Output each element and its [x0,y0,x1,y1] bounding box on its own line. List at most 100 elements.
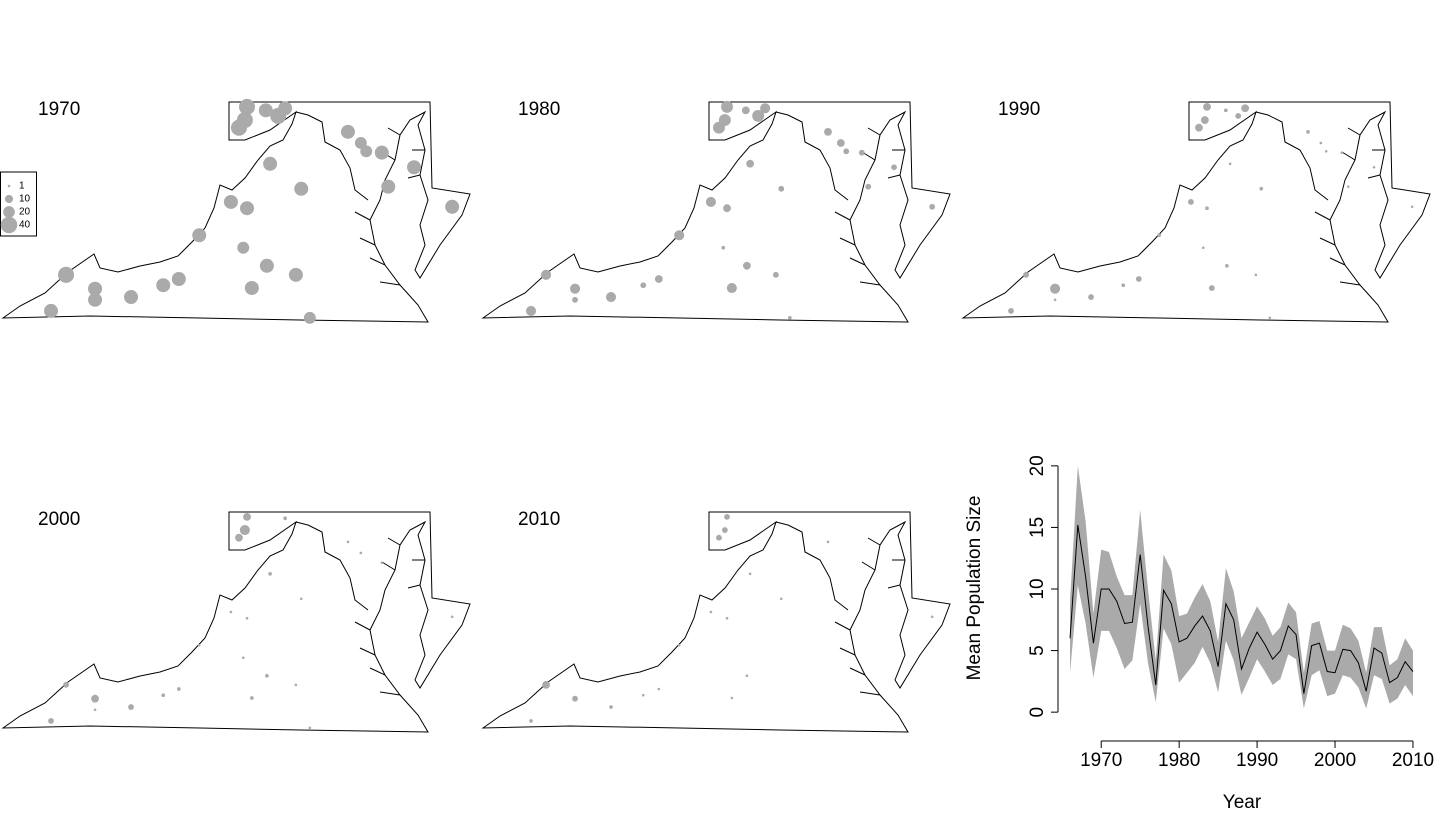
site-bubble [239,98,256,115]
site-bubble [572,296,578,303]
site-bubble [171,271,186,286]
site-bubble [542,680,550,689]
x-tick-label: 1970 [1080,750,1122,771]
site-bubble [259,258,274,273]
site-bubble [294,181,309,196]
site-bubble [826,540,830,544]
site-bubble [235,533,243,542]
site-bubble [303,311,316,324]
site-bubble [381,179,396,194]
legend-symbol [4,194,14,204]
site-bubble [772,271,779,278]
site-bubble [824,127,832,136]
site-bubble [1340,151,1344,154]
site-bubble [197,643,201,647]
site-bubble [1259,186,1264,191]
map-panel: 2000 [2,509,471,733]
map-panel: 1980 [482,99,951,323]
x-tick-label: 1980 [1158,750,1200,771]
site-bubble [58,266,75,283]
site-bubble [374,145,389,160]
site-bubble [1053,298,1057,302]
mean-line [1069,524,1414,694]
site-bubble [156,278,171,293]
site-bubble [450,615,454,619]
site-bubble [1203,102,1211,111]
site-bubble [380,561,384,564]
site-bubble [723,204,731,213]
site-bubble [243,512,251,521]
site-bubble [778,185,785,192]
map-outline [2,511,471,733]
panel-title: 2000 [38,509,80,530]
site-bubble [745,674,749,678]
panel-title: 1970 [38,99,80,120]
site-bubble [346,540,350,544]
site-bubble [294,683,298,687]
site-bubble [407,160,422,175]
map-outline [962,101,1431,323]
map-panel: 2010 [482,509,951,733]
site-bubble [161,693,166,698]
x-tick-label: 2000 [1314,750,1356,771]
panel-title: 2010 [518,509,560,530]
site-bubble [258,103,273,118]
site-bubble [360,145,373,158]
site-bubble [674,230,685,241]
panel-title: 1990 [998,99,1040,120]
site-bubble [241,656,245,660]
y-tick-label: 15 [1027,517,1048,538]
site-bubble [124,290,139,305]
site-bubble [657,687,661,691]
legend-symbol [0,216,18,234]
x-tick-label: 1990 [1236,750,1278,771]
x-axis-label: Year [1223,792,1262,813]
site-bubble [288,267,303,282]
site-bubble [742,261,751,270]
legend-symbol [7,184,11,188]
site-bubble [244,281,259,296]
site-bubble [299,597,303,601]
site-bubble [788,316,792,320]
site-bubble [741,106,750,115]
site-bubble [716,534,722,541]
site-bubble [641,693,645,697]
site-bubble [44,303,59,318]
site-bubble [1235,112,1242,119]
site-bubble [746,159,755,168]
site-bubble [1135,276,1142,282]
legend-box [0,171,37,237]
site-bubble [709,610,713,614]
site-bubble [721,527,728,533]
map-outline [482,101,951,323]
site-bubble [930,615,934,619]
site-bubble [748,572,752,576]
site-bubble [283,516,287,521]
y-tick-label: 0 [1027,707,1048,718]
site-bubble [858,149,865,156]
legend-label: 1 [19,181,25,192]
site-bubble [128,704,134,710]
site-bubble [752,109,765,122]
y-tick-label: 5 [1027,645,1048,656]
site-bubble [250,696,254,700]
site-bubble [724,513,730,520]
site-bubble [192,228,207,243]
site-bubble [278,101,293,116]
site-bubble [1254,273,1258,277]
site-bubble [541,269,552,280]
site-bubble [63,681,69,688]
site-bubble [1157,233,1162,238]
site-bubble [779,597,783,601]
site-bubble [1208,285,1215,291]
site-bubble [640,282,647,289]
site-bubble [223,194,238,209]
site-bubble [1188,199,1194,205]
site-bubble [359,551,363,555]
map-panel: 1990 [962,99,1431,323]
site-bubble [1223,108,1228,113]
site-bubble [1346,185,1350,188]
site-bubble [760,103,771,114]
site-bubble [340,124,355,139]
